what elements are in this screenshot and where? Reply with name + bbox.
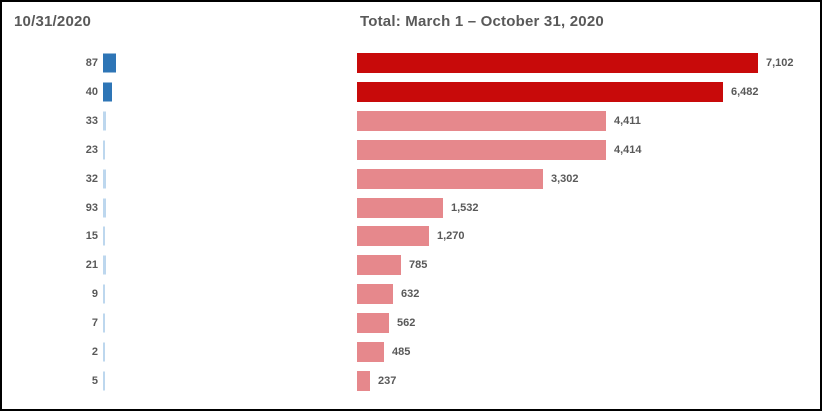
day-bar bbox=[103, 226, 105, 246]
chart-row: 32 3,302 bbox=[2, 164, 820, 193]
chart-row: 33 4,411 bbox=[2, 106, 820, 135]
chart-row: 5 237 bbox=[2, 366, 820, 395]
day-value-label: 2 bbox=[91, 346, 98, 358]
total-value-label: 562 bbox=[397, 317, 416, 330]
total-value-label: 485 bbox=[392, 346, 411, 358]
day-bar bbox=[103, 255, 106, 275]
day-value-label: 87 bbox=[85, 57, 98, 69]
chart-row: 23 4,414 bbox=[2, 135, 820, 164]
total-value-label: 6,482 bbox=[731, 85, 759, 98]
total-bar bbox=[357, 342, 384, 362]
total-bar bbox=[357, 110, 606, 131]
day-bar bbox=[103, 342, 105, 362]
day-value-label: 21 bbox=[85, 259, 98, 272]
total-bar bbox=[357, 313, 389, 334]
day-value-label: 9 bbox=[91, 288, 98, 301]
day-bar bbox=[103, 53, 116, 73]
chart-row: 9 632 bbox=[2, 280, 820, 309]
day-bar bbox=[103, 284, 105, 304]
day-bar bbox=[103, 371, 105, 391]
day-bar bbox=[103, 313, 105, 333]
chart-row: 2 485 bbox=[2, 338, 820, 367]
day-bar bbox=[103, 169, 106, 189]
day-value-label: 33 bbox=[85, 114, 98, 127]
chart-row: 87 7,102 bbox=[2, 49, 820, 78]
right-chart-title: Total: March 1 – October 31, 2020 bbox=[360, 13, 604, 30]
total-bar bbox=[357, 255, 401, 276]
total-bar bbox=[357, 284, 393, 305]
chart-row: 7 562 bbox=[2, 309, 820, 338]
day-value-label: 93 bbox=[85, 201, 98, 214]
chart-row: 93 1,532 bbox=[2, 193, 820, 222]
chart-row: 40 6,482 bbox=[2, 77, 820, 106]
total-value-label: 4,414 bbox=[614, 143, 642, 156]
total-value-label: 1,270 bbox=[437, 230, 465, 243]
total-value-label: 237 bbox=[378, 374, 397, 387]
day-bar bbox=[103, 198, 106, 217]
total-value-label: 4,411 bbox=[614, 114, 641, 127]
chart-row: 15 1,270 bbox=[2, 222, 820, 251]
total-bar bbox=[357, 370, 370, 391]
chart-row: 21 785 bbox=[2, 251, 820, 280]
total-bar bbox=[357, 81, 723, 102]
total-bar bbox=[357, 139, 606, 160]
total-bar bbox=[357, 53, 758, 73]
day-value-label: 40 bbox=[85, 85, 98, 98]
day-value-label: 15 bbox=[85, 230, 98, 243]
total-bar bbox=[357, 197, 443, 218]
day-value-label: 32 bbox=[85, 172, 98, 185]
total-value-label: 3,302 bbox=[551, 172, 579, 185]
day-bar bbox=[103, 140, 105, 160]
total-value-label: 7,102 bbox=[766, 57, 794, 69]
day-bar bbox=[103, 111, 106, 131]
day-value-label: 23 bbox=[85, 143, 98, 156]
total-bar bbox=[357, 226, 429, 247]
day-bar bbox=[103, 82, 112, 102]
left-chart-title: 10/31/2020 bbox=[14, 13, 92, 30]
day-value-label: 7 bbox=[91, 317, 98, 330]
total-value-label: 785 bbox=[409, 259, 428, 272]
day-value-label: 5 bbox=[91, 374, 98, 387]
total-bar bbox=[357, 168, 543, 189]
total-value-label: 1,532 bbox=[451, 201, 479, 214]
total-value-label: 632 bbox=[401, 288, 420, 301]
